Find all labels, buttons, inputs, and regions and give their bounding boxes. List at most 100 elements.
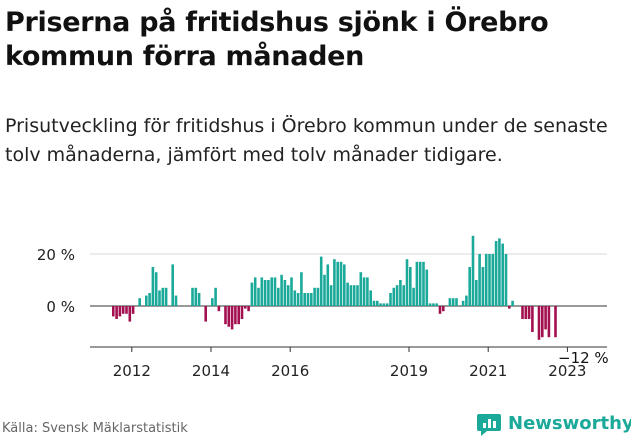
bar: [461, 300, 465, 306]
bar: [224, 306, 227, 325]
bar: [428, 303, 432, 306]
bar: [286, 285, 290, 306]
bar: [267, 280, 270, 306]
bar: [310, 293, 313, 306]
bar: [435, 303, 438, 306]
bar: [488, 254, 491, 306]
bar: [154, 272, 158, 306]
bar: [329, 285, 333, 306]
bar: [422, 261, 425, 306]
newsworthy-logo-icon: [477, 414, 501, 436]
bar: [230, 306, 234, 330]
bar: [468, 267, 471, 306]
bar: [313, 287, 316, 306]
bar: [247, 306, 250, 312]
bar: [323, 274, 326, 306]
bar: [346, 282, 349, 306]
bar: [409, 267, 412, 306]
bar: [379, 303, 382, 306]
bar: [118, 306, 122, 317]
bar: [524, 306, 528, 319]
bar: [283, 280, 287, 306]
y-axis-labels: 0 % 20 %: [37, 246, 75, 316]
bar: [471, 235, 475, 306]
x-tick-label: 2021: [469, 362, 507, 380]
bar: [306, 293, 310, 306]
bar: [319, 256, 323, 306]
bar: [273, 277, 277, 306]
bar: [128, 306, 132, 322]
bar: [465, 295, 468, 306]
bar: [541, 306, 544, 338]
last-value-label: −12 %: [558, 349, 609, 367]
bar: [376, 300, 379, 306]
bar: [125, 306, 128, 314]
bar: [280, 274, 283, 306]
bar: [263, 280, 267, 306]
bar: [349, 285, 353, 306]
bar: [425, 269, 429, 306]
bar: [270, 277, 273, 306]
bars: [112, 235, 557, 340]
bar: [399, 280, 402, 306]
bar: [511, 300, 514, 306]
bar: [121, 306, 125, 314]
x-tick-label: 2014: [192, 362, 230, 380]
bar: [277, 287, 280, 306]
bar: [478, 254, 481, 306]
bar: [389, 293, 392, 306]
bar: [547, 306, 551, 338]
bar: [145, 295, 148, 306]
bar: [234, 306, 237, 325]
bar: [191, 287, 194, 306]
bar: [494, 241, 498, 306]
bar: [214, 287, 217, 306]
bar: [293, 290, 297, 306]
bar: [366, 277, 369, 306]
chart-subtitle: Prisutveckling för fritidshus i Örebro k…: [5, 115, 608, 166]
bar: [508, 306, 511, 309]
bar: [405, 259, 409, 306]
bar: [481, 267, 485, 306]
bar: [171, 264, 174, 306]
bar: [362, 277, 366, 306]
bar: [250, 282, 254, 306]
y-tick-label: 20 %: [37, 246, 75, 264]
bar: [372, 300, 376, 306]
bar: [217, 306, 221, 312]
bar: [138, 298, 141, 306]
bar: [326, 264, 330, 306]
bar: [194, 287, 198, 306]
bar: [498, 238, 501, 306]
x-axis: 2012 2014 2016 2019 2021 2023: [90, 346, 607, 380]
bar: [442, 306, 445, 312]
y-tick-label: 0 %: [46, 298, 75, 316]
bar: [491, 254, 495, 306]
bar: [392, 287, 396, 306]
bar: [339, 261, 343, 306]
x-tick-label: 2016: [271, 362, 309, 380]
x-tick-label: 2023: [548, 362, 586, 380]
bar: [211, 298, 214, 306]
bar: [227, 306, 231, 327]
bar: [531, 306, 534, 332]
bar: [432, 303, 435, 306]
bar: [158, 290, 161, 306]
bar: [161, 287, 165, 306]
bar: [148, 293, 151, 306]
bar: [455, 298, 458, 306]
bar: [257, 287, 260, 306]
bar: [240, 306, 244, 319]
bar: [197, 293, 201, 306]
bar: [484, 254, 488, 306]
bar: [369, 290, 372, 306]
bar: [112, 306, 115, 317]
bar: [382, 303, 386, 306]
bar: [395, 285, 399, 306]
bar: [527, 306, 531, 319]
bar: [343, 264, 346, 306]
bar: [174, 295, 178, 306]
bar: [451, 298, 455, 306]
bar: [244, 306, 247, 309]
bar: [504, 254, 508, 306]
